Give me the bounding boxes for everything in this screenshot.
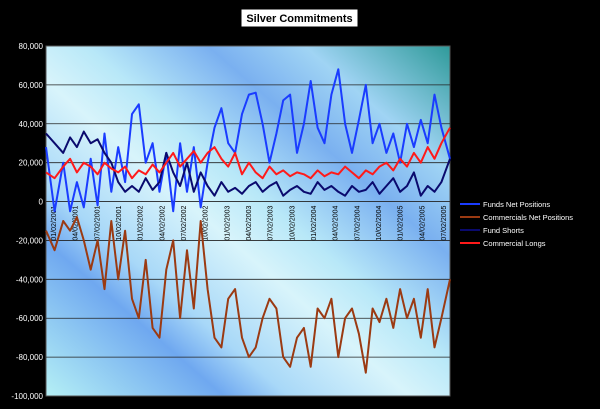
plot-area [45, 45, 451, 397]
y-tick-label: -20,000 [16, 236, 44, 245]
y-tick-label: 40,000 [19, 120, 44, 129]
x-tick-label: 10/02/2003 [289, 205, 296, 240]
y-tick-label: -100,000 [11, 392, 43, 401]
x-tick-label: 01/02/2002 [138, 205, 145, 240]
x-tick-label: 10/02/2002 [203, 205, 210, 240]
legend: Funds Net Positions Commercials Net Posit… [456, 196, 600, 252]
series-line-funds-net-positions [45, 68, 451, 213]
legend-label: Funds Net Positions [483, 200, 550, 209]
y-tick-label: 60,000 [19, 81, 44, 90]
legend-label: Fund Shorts [483, 226, 524, 235]
x-tick-label: 07/02/2004 [354, 205, 361, 240]
chart-title: Silver Commitments [246, 13, 352, 25]
x-tick-label: 10/02/2004 [376, 205, 383, 240]
legend-label: Commercial Longs [483, 239, 546, 248]
x-tick-label: 07/02/2002 [181, 205, 188, 240]
series-line-commercial-longs [45, 127, 451, 180]
y-tick-label: -40,000 [16, 275, 44, 284]
legend-label: Commercials Net Positions [483, 213, 573, 222]
x-tick-label: 04/02/2004 [333, 205, 340, 240]
x-tick-label: 04/02/2005 [419, 205, 426, 240]
x-tick-label: 07/02/2005 [441, 205, 448, 240]
y-tick-label: 20,000 [19, 159, 44, 168]
x-tick-label: 04/02/2002 [159, 205, 166, 240]
x-tick-label: 07/02/2003 [268, 205, 275, 240]
series-line-commercials-net-positions [45, 216, 451, 374]
series-lines [45, 68, 451, 374]
y-tick-label: -80,000 [16, 353, 44, 362]
x-tick-label: 01/02/2005 [398, 205, 405, 240]
x-tick-label: 04/02/2003 [246, 205, 253, 240]
x-tick-label: 04/02/2001 [73, 205, 80, 240]
y-axis: 80,000 60,000 40,000 20,000 0 -20,000 -40,000 -… [11, 42, 43, 401]
series-line-fund-shorts [45, 130, 451, 197]
x-tick-label: 01/02/2001 [51, 205, 58, 240]
chart-title-box: Silver Commitments [240, 8, 359, 28]
x-axis: 01/02/2001 04/02/2001 07/02/2001 10/02/2001… [51, 205, 448, 240]
x-tick-label: 07/02/2001 [94, 205, 101, 240]
x-tick-label: 01/02/2004 [311, 205, 318, 240]
x-tick-label: 10/02/2001 [116, 205, 123, 240]
y-tick-label: 0 [39, 198, 44, 207]
y-tick-label: -60,000 [16, 314, 44, 323]
y-tick-label: 80,000 [19, 42, 44, 51]
x-tick-label: 01/02/2003 [224, 205, 231, 240]
